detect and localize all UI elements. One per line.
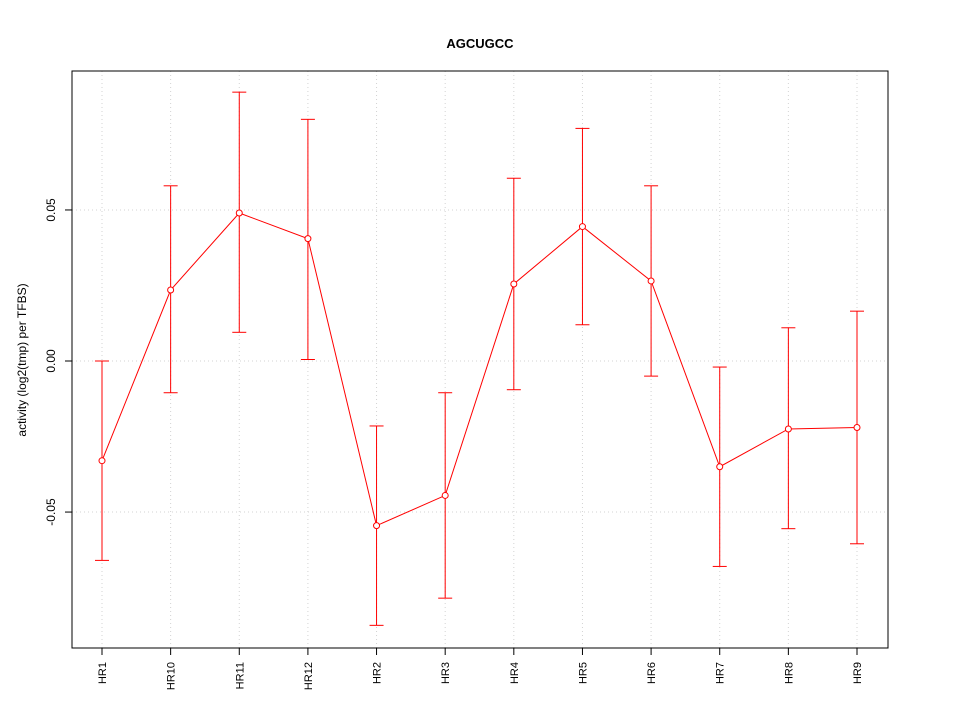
- x-tick-label: HR2: [372, 662, 384, 684]
- x-tick-label: HR9: [852, 662, 864, 684]
- x-tick-label: HR12: [303, 662, 315, 690]
- data-point: [784, 425, 792, 433]
- data-point: [716, 463, 724, 471]
- x-tick-label: HR1: [97, 662, 109, 684]
- x-tick-label: HR8: [783, 662, 795, 684]
- x-tick-label: HR5: [577, 662, 589, 684]
- series-line: [101, 212, 858, 527]
- data-point: [510, 280, 518, 288]
- axes-layer: -0.05 0.00 0.05 HR1 HR10 HR11 HR12 HR2 HR3 HR4 HR5…: [44, 198, 864, 690]
- data-point: [853, 423, 861, 431]
- data-point: [235, 209, 243, 217]
- x-tick-label: HR7: [715, 662, 727, 684]
- y-tick-label: 0.05: [44, 198, 58, 222]
- data-point: [647, 277, 655, 285]
- chart-title: AGCUGCC: [446, 36, 514, 51]
- data-point: [578, 223, 586, 231]
- grid-layer: [72, 71, 888, 648]
- data-point: [167, 286, 175, 294]
- data-layer: [95, 91, 864, 626]
- data-point: [441, 491, 449, 499]
- x-tick-label: HR4: [509, 662, 521, 684]
- x-tick-label: HR10: [166, 662, 178, 690]
- x-tick-label: HR11: [234, 662, 246, 689]
- plot-frame: [71, 70, 889, 649]
- data-point: [304, 235, 312, 243]
- x-tick-label: HR3: [440, 662, 452, 684]
- x-tick-label: HR6: [646, 662, 658, 684]
- y-tick-label: -0.05: [44, 498, 58, 526]
- y-tick-label: 0.00: [44, 349, 58, 373]
- y-axis-label: activity (log2(tmp) per TFBS): [15, 283, 29, 436]
- data-point: [373, 522, 381, 530]
- data-point: [98, 457, 106, 465]
